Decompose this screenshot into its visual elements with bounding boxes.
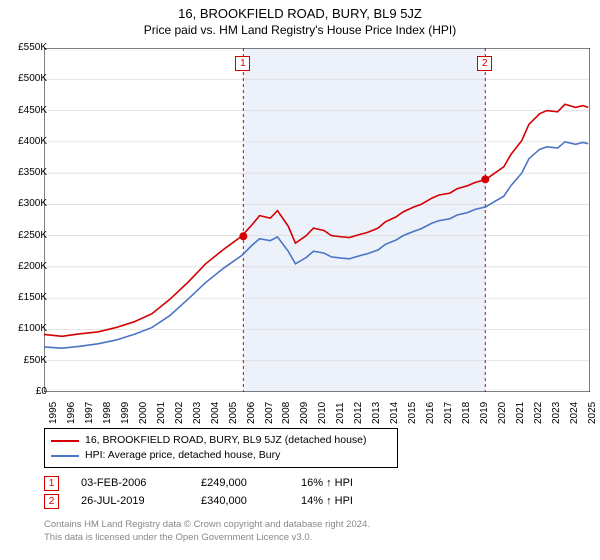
x-tick-label: 2021 <box>515 402 526 424</box>
x-tick-label: 2001 <box>156 402 167 424</box>
x-tick-label: 2025 <box>587 402 598 424</box>
sale-marker-box: 1 <box>235 56 250 71</box>
legend-row: 16, BROOKFIELD ROAD, BURY, BL9 5JZ (deta… <box>51 433 391 448</box>
legend-label: 16, BROOKFIELD ROAD, BURY, BL9 5JZ (deta… <box>85 433 367 448</box>
y-tick-label: £0 <box>3 386 47 397</box>
x-tick-label: 2006 <box>246 402 257 424</box>
x-tick-label: 2019 <box>479 402 490 424</box>
legend-swatch <box>51 440 79 442</box>
y-tick-label: £350K <box>3 167 47 178</box>
y-tick-label: £300K <box>3 198 47 209</box>
x-tick-label: 2004 <box>210 402 221 424</box>
legend: 16, BROOKFIELD ROAD, BURY, BL9 5JZ (deta… <box>44 428 398 468</box>
x-tick-label: 1999 <box>120 402 131 424</box>
footer-line-1: Contains HM Land Registry data © Crown c… <box>44 518 370 531</box>
x-tick-label: 1997 <box>84 402 95 424</box>
legend-label: HPI: Average price, detached house, Bury <box>85 448 280 463</box>
page-subtitle: Price paid vs. HM Land Registry's House … <box>0 21 600 37</box>
footer: Contains HM Land Registry data © Crown c… <box>44 518 370 544</box>
x-tick-label: 2022 <box>533 402 544 424</box>
y-tick-label: £100K <box>3 323 47 334</box>
y-tick-label: £550K <box>3 42 47 53</box>
x-tick-label: 2014 <box>389 402 400 424</box>
x-tick-label: 2009 <box>299 402 310 424</box>
sale-row: 2 26-JUL-2019£340,00014% ↑ HPI <box>44 492 353 510</box>
x-tick-label: 2005 <box>228 402 239 424</box>
x-tick-label: 2023 <box>551 402 562 424</box>
x-tick-label: 2020 <box>497 402 508 424</box>
x-tick-label: 2011 <box>335 402 346 424</box>
x-tick-label: 2007 <box>264 402 275 424</box>
page-title: 16, BROOKFIELD ROAD, BURY, BL9 5JZ <box>0 0 600 21</box>
x-tick-label: 2018 <box>461 402 472 424</box>
line-chart-svg <box>44 48 590 392</box>
sale-date: 03-FEB-2006 <box>81 477 201 489</box>
sale-marker-box: 2 <box>477 56 492 71</box>
x-tick-label: 2016 <box>425 402 436 424</box>
x-tick-label: 2024 <box>569 402 580 424</box>
chart-container: 16, BROOKFIELD ROAD, BURY, BL9 5JZ Price… <box>0 0 600 560</box>
sale-price: £249,000 <box>201 477 301 489</box>
x-tick-label: 2008 <box>281 402 292 424</box>
y-tick-label: £400K <box>3 136 47 147</box>
y-tick-label: £450K <box>3 105 47 116</box>
x-tick-label: 1995 <box>48 402 59 424</box>
legend-swatch <box>51 455 79 457</box>
y-tick-label: £250K <box>3 230 47 241</box>
x-tick-label: 2002 <box>174 402 185 424</box>
y-tick-label: £200K <box>3 261 47 272</box>
sale-note: 14% ↑ HPI <box>301 495 353 507</box>
sale-date: 26-JUL-2019 <box>81 495 201 507</box>
x-tick-label: 1996 <box>66 402 77 424</box>
x-tick-label: 2003 <box>192 402 203 424</box>
x-tick-label: 2000 <box>138 402 149 424</box>
footer-line-2: This data is licensed under the Open Gov… <box>44 531 370 544</box>
sale-note: 16% ↑ HPI <box>301 477 353 489</box>
x-tick-label: 2013 <box>371 402 382 424</box>
y-tick-label: £150K <box>3 292 47 303</box>
sale-row: 1 03-FEB-2006£249,00016% ↑ HPI <box>44 474 353 492</box>
sale-price: £340,000 <box>201 495 301 507</box>
y-tick-label: £500K <box>3 73 47 84</box>
x-tick-label: 1998 <box>102 402 113 424</box>
x-tick-label: 2012 <box>353 402 364 424</box>
sales-table: 1 03-FEB-2006£249,00016% ↑ HPI 2 26-JUL-201… <box>44 474 353 510</box>
x-tick-label: 2010 <box>317 402 328 424</box>
legend-row: HPI: Average price, detached house, Bury <box>51 448 391 463</box>
sale-number-box: 1 <box>44 476 59 491</box>
y-tick-label: £50K <box>3 355 47 366</box>
chart-area <box>44 48 590 392</box>
x-tick-label: 2015 <box>407 402 418 424</box>
sale-number-box: 2 <box>44 494 59 509</box>
x-tick-label: 2017 <box>443 402 454 424</box>
